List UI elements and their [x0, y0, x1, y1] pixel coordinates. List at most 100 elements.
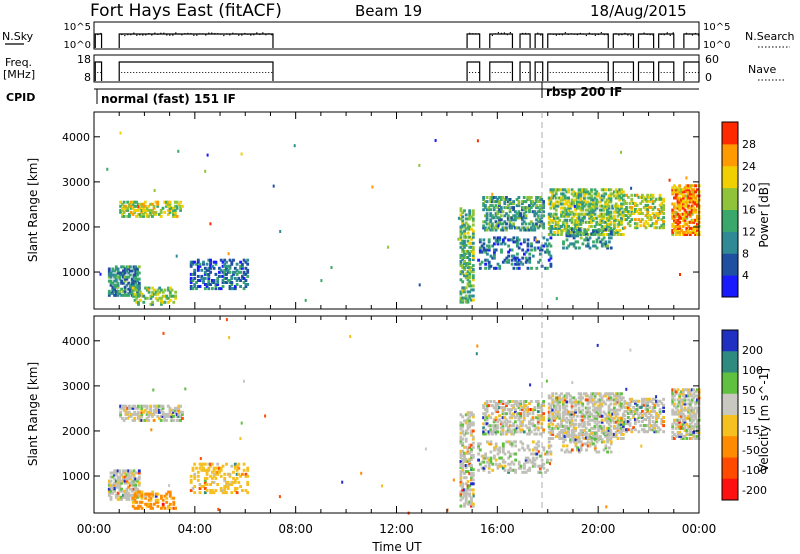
- heatmap-cell: [147, 204, 151, 208]
- heatmap-cell: [503, 464, 507, 468]
- nave-sample: [497, 72, 499, 73]
- heatmap-cell: [468, 296, 472, 300]
- heatmap-cell: [649, 424, 653, 428]
- heatmap-cell: [574, 222, 577, 226]
- heatmap-cell: [136, 404, 140, 408]
- nave-sample: [600, 72, 602, 73]
- heatmap-cell: [485, 422, 489, 426]
- nsky-sample: [688, 33, 691, 35]
- heatmap-cell: [597, 214, 600, 218]
- heatmap-cell: [600, 230, 604, 234]
- heatmap-cell: [246, 483, 250, 486]
- heatmap-cell: [644, 424, 648, 428]
- heatmap-cell: [621, 414, 625, 418]
- heatmap-cell: [655, 212, 658, 215]
- heatmap-cell: [120, 279, 123, 283]
- heatmap-cell: [503, 236, 507, 240]
- heatmap-cell: [228, 287, 232, 291]
- heatmap-cell: [174, 506, 177, 510]
- heatmap-cell: [512, 404, 515, 408]
- heatmap-cell: [214, 476, 218, 480]
- heatmap-cell: [205, 268, 209, 272]
- heatmap-cell: [172, 408, 175, 412]
- heatmap-cell: [687, 210, 690, 214]
- heatmap-cell: [584, 406, 588, 410]
- heatmap-cell: [574, 434, 578, 438]
- heatmap-cell: [630, 208, 634, 211]
- heatmap-cell: [565, 430, 569, 434]
- heatmap-cell: [551, 402, 555, 406]
- heatmap-cell: [536, 226, 540, 230]
- heatmap-cell: [628, 422, 632, 426]
- heatmap-cell: [595, 418, 599, 422]
- heatmap-cell: [142, 294, 146, 298]
- heatmap-cell: [152, 206, 156, 210]
- heatmap-cell: [519, 464, 523, 468]
- heatmap-speckle: [625, 387, 628, 391]
- heatmap-cell: [140, 202, 144, 206]
- heatmap-cell: [129, 471, 132, 475]
- heatmap-cell: [577, 204, 581, 208]
- heatmap-cell: [506, 426, 510, 430]
- heatmap-cell: [200, 468, 204, 472]
- heatmap-cell: [597, 194, 600, 198]
- heatmap-cell: [644, 205, 648, 209]
- heatmap-cell: [593, 414, 597, 418]
- heatmap-cell: [570, 434, 574, 438]
- heatmap-cell: [233, 480, 237, 484]
- heatmap-cell: [685, 437, 689, 440]
- nsky-sample: [253, 34, 255, 36]
- heatmap-cell: [591, 408, 595, 412]
- heatmap-cell: [553, 188, 556, 192]
- heatmap-cell: [680, 406, 683, 410]
- heatmap-cell: [613, 220, 616, 224]
- heatmap-cell: [132, 475, 136, 479]
- power-colorbar-swatch: [722, 253, 738, 276]
- heatmap-cell: [125, 477, 129, 481]
- heatmap-cell: [570, 198, 574, 202]
- heatmap-cell: [214, 472, 218, 476]
- heatmap-cell: [156, 406, 160, 410]
- heatmap-cell: [547, 396, 551, 400]
- heatmap-cell: [549, 410, 553, 414]
- power-colorbar-tick: 28: [742, 138, 756, 151]
- nave-sample: [247, 72, 249, 73]
- heatmap-cell: [593, 196, 597, 200]
- heatmap-cell: [671, 402, 675, 406]
- heatmap-cell: [471, 247, 475, 251]
- heatmap-cell: [604, 412, 607, 416]
- heatmap-cell: [526, 468, 530, 472]
- heatmap-cell: [536, 214, 540, 218]
- heatmap-cell: [586, 220, 590, 224]
- heatmap-cell: [175, 200, 179, 204]
- heatmap-cell: [114, 275, 118, 279]
- heatmap-cell: [556, 432, 560, 436]
- heatmap-cell: [468, 421, 472, 425]
- heatmap-cell: [499, 198, 503, 201]
- heatmap-cell: [593, 188, 597, 192]
- heatmap-cell: [598, 228, 602, 232]
- heatmap-cell: [676, 198, 680, 202]
- heatmap-cell: [203, 266, 207, 270]
- heatmap-cell: [538, 198, 542, 201]
- heatmap-cell: [606, 218, 609, 222]
- heatmap-cell: [616, 392, 620, 396]
- heatmap-cell: [505, 222, 508, 226]
- heatmap-cell: [526, 238, 530, 242]
- nave-sample: [166, 72, 168, 73]
- heatmap-cell: [683, 426, 687, 430]
- heatmap-cell: [463, 472, 466, 476]
- heatmap-cell: [608, 240, 611, 244]
- heatmap-cell: [167, 288, 170, 292]
- heatmap-cell: [523, 252, 526, 256]
- nsky-sample: [503, 32, 505, 34]
- heatmap-cell: [168, 410, 172, 414]
- heatmap-cell: [461, 443, 465, 447]
- heatmap-cell: [487, 458, 491, 462]
- heatmap-cell: [604, 416, 607, 420]
- heatmap-cell: [494, 404, 498, 408]
- heatmap-cell: [602, 214, 606, 218]
- heatmap-cell: [477, 468, 480, 472]
- heatmap-cell: [621, 202, 625, 206]
- heatmap-cell: [468, 443, 472, 447]
